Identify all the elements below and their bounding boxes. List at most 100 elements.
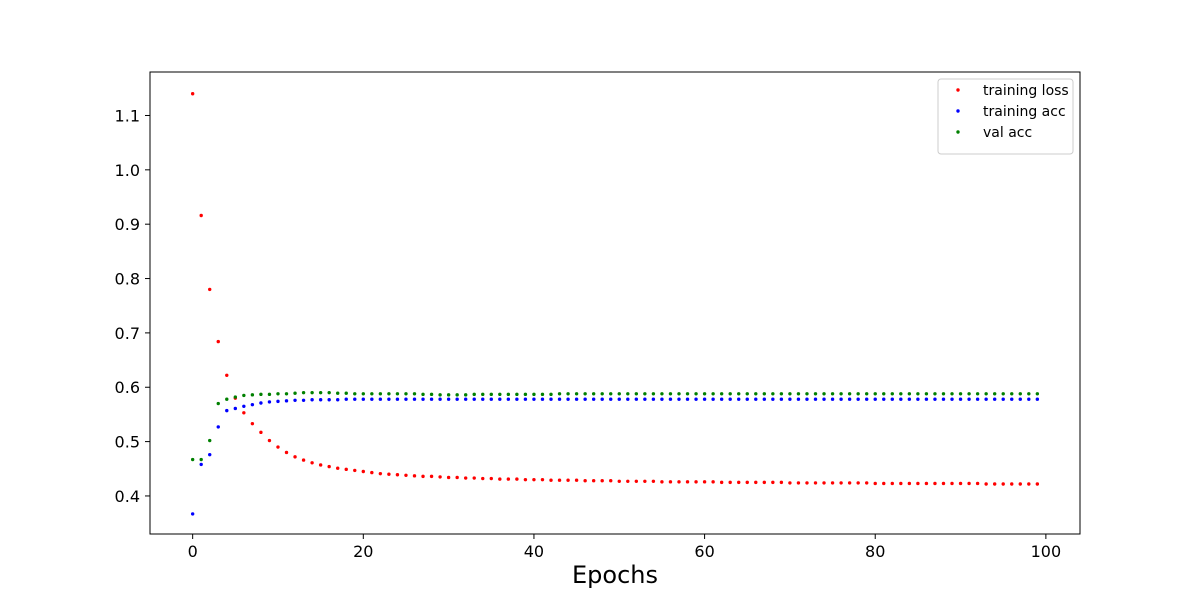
data-point	[293, 391, 297, 395]
data-point	[660, 480, 664, 484]
data-point	[899, 481, 903, 486]
data-point	[523, 397, 528, 401]
data-point	[267, 392, 272, 397]
data-point	[694, 397, 698, 401]
data-point	[788, 481, 792, 485]
data-point	[856, 397, 860, 401]
data-point	[788, 397, 792, 401]
data-point	[498, 392, 502, 397]
data-point	[540, 397, 545, 401]
data-point	[293, 455, 297, 459]
data-point	[677, 397, 681, 401]
data-point	[771, 480, 775, 485]
data-points	[190, 92, 1040, 516]
data-point	[216, 339, 220, 344]
data-point	[310, 398, 314, 402]
data-point	[847, 481, 852, 485]
data-point	[336, 398, 340, 402]
data-point	[489, 476, 493, 481]
data-point	[651, 392, 656, 396]
data-point	[540, 392, 545, 397]
data-point	[250, 393, 255, 397]
data-point	[566, 478, 570, 482]
data-point	[643, 397, 647, 401]
data-point	[574, 397, 579, 401]
data-point	[199, 213, 203, 218]
data-point	[284, 450, 289, 455]
data-point	[515, 397, 519, 401]
data-point	[1010, 397, 1014, 401]
data-point	[318, 398, 323, 402]
y-tick-label: 0.9	[115, 215, 140, 234]
data-point	[864, 481, 869, 485]
data-point	[668, 392, 673, 396]
data-point	[438, 475, 442, 479]
data-point	[711, 397, 715, 401]
data-point	[668, 397, 673, 401]
data-point	[907, 481, 912, 486]
data-point	[941, 392, 946, 396]
data-point	[958, 392, 963, 396]
data-point	[745, 392, 749, 396]
data-point	[975, 397, 980, 401]
data-point	[796, 397, 801, 401]
data-point	[958, 481, 963, 486]
data-point	[523, 392, 528, 397]
data-point	[395, 397, 400, 401]
data-point	[225, 373, 229, 377]
data-point	[318, 463, 323, 467]
data-point	[549, 478, 553, 482]
data-point	[609, 397, 613, 401]
data-point	[805, 481, 809, 485]
data-point	[754, 397, 758, 401]
data-point	[634, 397, 639, 401]
data-point	[412, 392, 417, 396]
data-point	[702, 392, 707, 396]
data-point	[515, 477, 519, 481]
data-point	[387, 392, 391, 396]
data-point	[822, 397, 826, 401]
data-point	[310, 390, 314, 395]
data-point	[404, 473, 408, 477]
data-point	[1001, 397, 1005, 401]
legend-marker	[956, 130, 960, 134]
data-point	[702, 480, 707, 484]
data-point	[771, 392, 775, 396]
data-point	[600, 479, 604, 483]
data-point	[199, 462, 203, 467]
data-point	[796, 481, 801, 485]
y-tick-label: 0.5	[115, 433, 140, 452]
data-point	[574, 392, 579, 396]
data-point	[284, 399, 289, 403]
data-point	[882, 481, 886, 486]
data-point	[242, 393, 246, 398]
data-point	[481, 392, 485, 397]
data-point	[318, 390, 323, 395]
data-point	[421, 392, 425, 397]
x-tick-label: 60	[694, 542, 714, 561]
data-point	[899, 392, 903, 396]
data-point	[208, 452, 212, 457]
data-point	[609, 479, 613, 483]
data-point	[916, 392, 920, 396]
data-point	[941, 397, 946, 401]
data-point	[805, 392, 809, 396]
data-point	[557, 397, 562, 401]
data-point	[583, 397, 587, 401]
data-point	[1035, 397, 1040, 401]
data-point	[267, 400, 272, 404]
data-point	[907, 392, 912, 396]
data-point	[1010, 482, 1014, 486]
x-tick-label: 40	[524, 542, 544, 561]
y-tick-label: 1.1	[115, 106, 140, 125]
data-point	[873, 397, 877, 401]
data-point	[455, 393, 459, 397]
data-point	[626, 479, 630, 483]
data-point	[412, 474, 417, 478]
data-point	[719, 480, 724, 485]
data-point	[574, 478, 579, 482]
data-point	[489, 392, 493, 397]
data-point	[728, 480, 732, 485]
data-point	[472, 476, 476, 480]
